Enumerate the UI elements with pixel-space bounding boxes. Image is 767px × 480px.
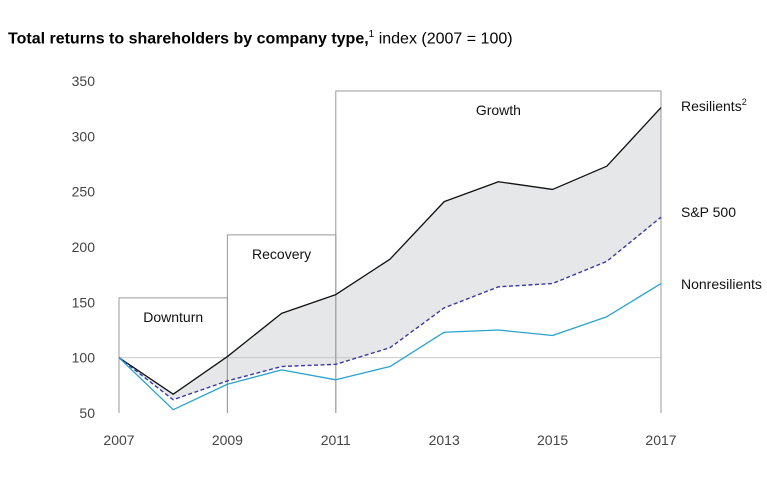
x-tick-label: 2007 [103,432,134,448]
chart-title-footnote-marker: 1 [368,29,375,40]
series-lines [118,107,662,411]
series-line-nonresilients [118,282,662,411]
series-label-resilients: Resilients2 [681,97,747,114]
series-label-nonresilients: Nonresilients [681,276,762,292]
series-label-footnote-marker: 2 [742,97,747,107]
shaded-area [119,107,661,400]
y-tick-label: 150 [72,294,96,310]
series-label-s-p-500: S&P 500 [681,204,736,220]
phase-label-recovery: Recovery [252,246,311,262]
series-line-s-p-500 [118,216,662,401]
y-tick-label: 300 [72,128,96,144]
series-labels: Resilients2 S&P 500 Nonresilients [681,97,762,292]
y-tick-label: 100 [72,350,96,366]
chart-title-main: Total returns to shareholders by company… [8,30,369,48]
x-tick-label: 2015 [537,432,568,448]
phase-boxes: Downturn Recovery Growth [118,90,662,413]
y-tick-label: 50 [79,405,95,421]
x-tick-label: 2009 [212,432,243,448]
phase-label-growth: Growth [476,102,521,118]
phase-box-growth [335,90,662,413]
shaded-gap-area [119,107,661,400]
x-tick-label: 2013 [429,432,460,448]
x-tick-label: 2011 [321,432,351,448]
y-tick-label: 200 [72,239,96,255]
y-axis-ticks: 350 300 250 200 150 100 50 [72,73,96,421]
phase-label-downturn: Downturn [143,309,203,325]
chart-title-subtitle: index (2007 = 100) [378,30,513,48]
x-axis-ticks: 2007 2009 2011 2013 2015 2017 [103,432,676,448]
x-tick-label: 2017 [645,432,676,448]
y-tick-label: 250 [72,184,96,200]
y-tick-label: 350 [72,73,96,89]
chart-title: Total returns to shareholders by company… [8,29,513,48]
series-line-resilients [118,107,662,395]
